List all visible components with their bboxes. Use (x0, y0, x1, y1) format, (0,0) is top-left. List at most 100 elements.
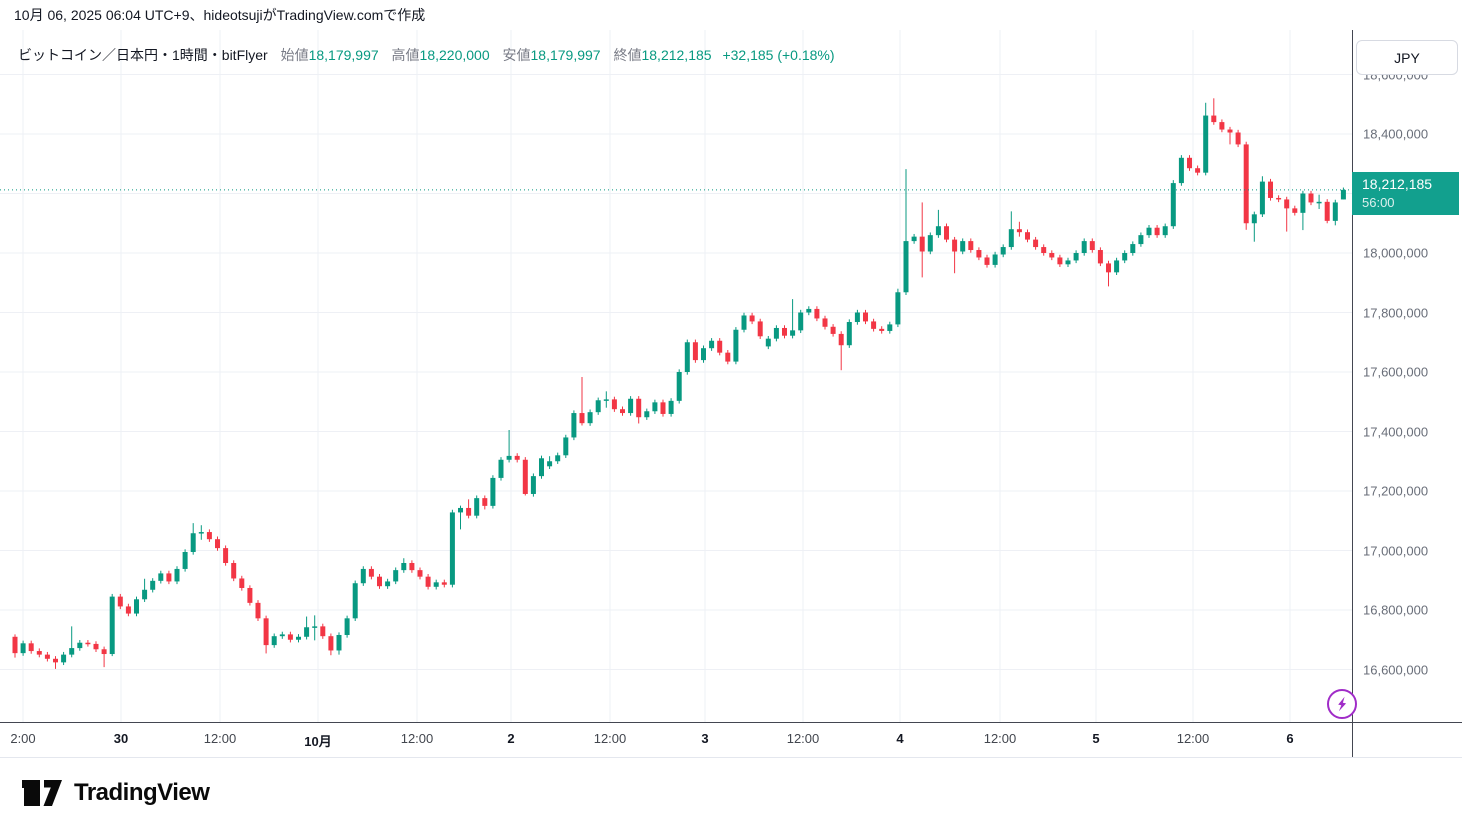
candle-body (1227, 129, 1233, 133)
candle-body (1243, 144, 1249, 224)
candle-body (271, 636, 277, 646)
candle-body (976, 250, 982, 258)
time-tick-label: 2:00 (10, 731, 36, 746)
candle-body (1049, 253, 1055, 258)
candle-body (36, 651, 42, 655)
candle-body (142, 589, 148, 600)
candle-body (514, 455, 520, 460)
time-axis-border (0, 722, 1462, 723)
candle-body (231, 562, 237, 579)
candle-body (927, 235, 933, 252)
candle-body (692, 342, 698, 361)
time-tick-label: 12:00 (983, 731, 1017, 746)
candle-body (1178, 157, 1184, 184)
close-label: 終値 (613, 47, 642, 63)
candle-body (725, 352, 731, 362)
open-value: 18,179,997 (308, 47, 379, 63)
candle-body (20, 643, 26, 654)
current-price-value: 18,212,185 (1362, 176, 1433, 192)
candle-body (798, 312, 804, 331)
currency-button[interactable]: JPY (1356, 40, 1458, 75)
candle-body (296, 636, 301, 640)
candlestick-chart-surface[interactable] (0, 30, 1352, 722)
candle-body (53, 658, 58, 663)
candle-body (984, 257, 990, 265)
price-axis-border (1352, 30, 1353, 757)
candle-body (263, 618, 269, 646)
candle-body (1122, 253, 1128, 261)
low-value: 18,179,997 (530, 47, 601, 63)
candle-body (1170, 183, 1176, 227)
candle-body (93, 643, 99, 650)
candle-body (935, 226, 941, 236)
candle-body (352, 583, 358, 619)
candle-body (344, 618, 350, 635)
candle-body (117, 596, 123, 607)
candle-body (652, 402, 658, 412)
time-tick-label: 12:00 (400, 731, 434, 746)
current-price-badge: 18,212,185 56:00 (1352, 172, 1459, 215)
high-value: 18,220,000 (419, 47, 490, 63)
time-tick-label: 5 (1092, 731, 1100, 746)
candle-body (822, 318, 828, 327)
candle-body (287, 634, 293, 640)
candle-body (919, 236, 925, 252)
candle-body (782, 327, 787, 336)
candle-body (668, 400, 674, 414)
candle-body (1089, 241, 1095, 251)
candle-body (960, 241, 966, 252)
candle-body (709, 340, 715, 349)
candle-body (223, 548, 229, 563)
flash-button[interactable] (1327, 689, 1357, 719)
time-tick-label: 2 (507, 731, 515, 746)
change-value: +32,185 (+0.18%) (722, 47, 835, 63)
candle-body (166, 573, 172, 582)
candle-body (830, 326, 836, 334)
candle-body (1195, 168, 1201, 173)
candle-body (182, 551, 188, 569)
candle-body (368, 568, 374, 577)
candle-body (255, 602, 261, 619)
candle-body (1008, 229, 1014, 248)
candle-body (69, 648, 75, 655)
candle-body (150, 580, 156, 590)
price-tick-label: 17,600,000 (1363, 364, 1429, 380)
candle-body (522, 459, 528, 494)
candle-body (1114, 260, 1120, 273)
price-axis[interactable]: 18,600,00018,400,00018,000,00017,800,000… (1352, 30, 1462, 757)
price-tick-label: 18,400,000 (1363, 126, 1429, 142)
candle-body (449, 512, 455, 585)
price-tick-label: 16,800,000 (1363, 602, 1429, 618)
candle-body (1235, 132, 1241, 145)
candle-body (1187, 157, 1192, 169)
close-value: 18,212,185 (641, 47, 712, 63)
candle-body (846, 322, 852, 346)
candle-body (158, 573, 164, 581)
candle-body (814, 308, 820, 319)
candle-body (85, 642, 91, 645)
candle-body (595, 400, 601, 413)
candle-body (676, 372, 682, 401)
candle-body (1259, 181, 1265, 215)
time-tick-label: 6 (1286, 731, 1294, 746)
tradingview-logo-text: TradingView (74, 779, 210, 806)
candle-body (506, 455, 512, 460)
candle-body (206, 532, 212, 540)
candle-body (1041, 247, 1047, 253)
candle-body (1284, 199, 1290, 209)
candle-body (28, 643, 34, 652)
candle-body (61, 654, 67, 663)
candle-body (190, 533, 196, 552)
time-tick-label: 10月 (304, 734, 332, 749)
tradingview-logo[interactable]: TradingView (20, 776, 210, 810)
candle-body (458, 507, 463, 513)
candle-body (174, 568, 180, 582)
candle-body (968, 241, 974, 251)
candle-body (134, 599, 139, 614)
time-axis[interactable]: 2:00 30 12:00 10月 12:00 2 12:00 3 12:00 4 12:00 5 12… (0, 731, 1352, 753)
candle-body (701, 348, 706, 361)
candle-body (530, 476, 536, 494)
candle-body (417, 570, 423, 577)
candle-body (838, 333, 844, 346)
candle-body (490, 477, 496, 506)
